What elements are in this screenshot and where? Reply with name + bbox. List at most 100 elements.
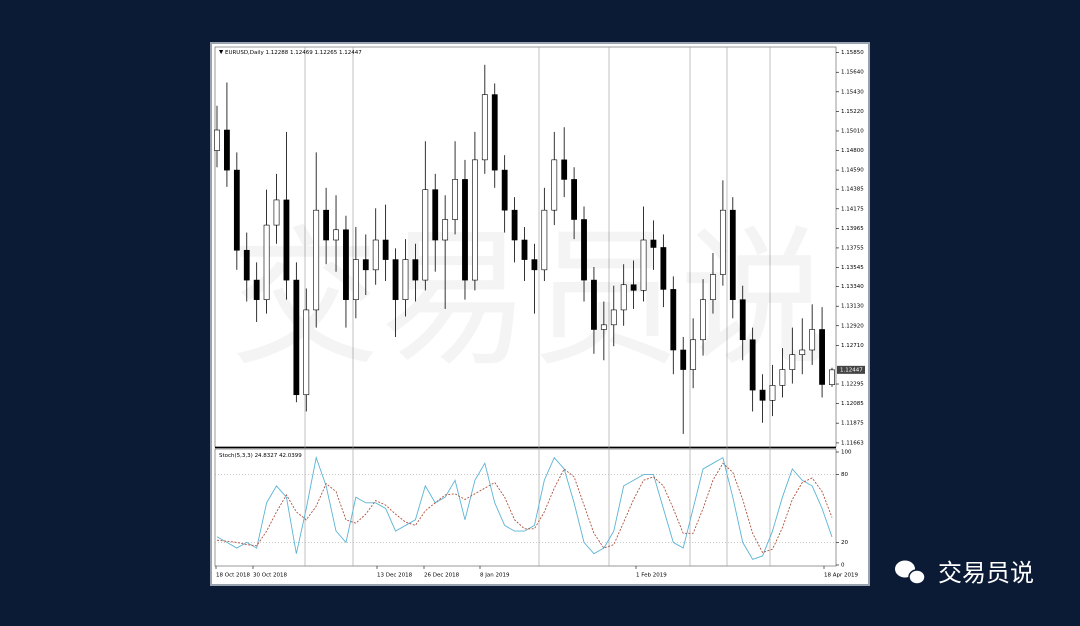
close: 1.12447 [339,50,362,56]
date-label: 30 Oct 2018 [253,573,288,579]
candle-body [789,354,796,370]
y-tick-label: 1.14800 [841,148,864,154]
candle-body [253,279,260,300]
y-tick-label: 1.13340 [841,284,864,290]
chart-window [210,42,870,586]
candle-body [214,129,220,151]
low: 1.12265 [314,50,337,56]
candle-body [700,299,706,341]
indicator-tick-label: 100 [841,450,852,456]
chart-header: ▼ EURUSD,Daily 1.12288 1.12469 1.12265 1… [219,50,362,56]
indicator-tick-label: 80 [841,472,848,478]
indicator-tick-label: 0 [841,563,845,569]
y-tick-label: 1.15220 [841,109,864,115]
candle-body [224,129,230,171]
candle-body [690,339,697,370]
y-tick-label: 1.11663 [841,440,864,446]
candle-body [491,94,498,171]
candle-body [620,284,627,311]
symbol: EURUSD,Daily [225,50,264,56]
date-label: 1 Feb 2019 [636,573,667,579]
candle-body [829,369,835,385]
candle-body [779,369,786,386]
wechat-icon [908,569,926,585]
candle-body [759,389,766,401]
signal-value: 42.0399 [279,453,302,459]
candle-body [462,179,468,281]
y-tick-label: 1.14385 [841,187,864,193]
current-price-label: 1.12447 [840,367,863,373]
candle-body [392,259,399,300]
candle-body [432,189,439,241]
candle-body [313,209,320,311]
high: 1.12469 [290,50,313,56]
candle-body [372,239,379,271]
indicator-title: Stoch(5,3,3) [219,453,253,459]
candle-body [571,179,577,220]
main-value: 24.8327 [255,453,278,459]
y-tick-label: 1.12085 [841,401,864,407]
candle-body [799,349,806,355]
candle-body [640,239,647,291]
candle-body [660,247,667,290]
candle-body [243,249,250,281]
candle-body [670,289,677,351]
candle-body [402,259,409,300]
y-tick-label: 1.13965 [841,226,864,232]
candle-body [293,279,300,396]
date-label: 13 Dec 2018 [377,573,413,579]
candle-body [531,259,538,271]
candle-body [352,259,359,300]
candle-body [630,284,637,291]
candle-body [233,169,240,251]
y-tick-label: 1.15850 [841,50,864,56]
candle-body [263,224,270,300]
date-label: 18 Apr 2019 [824,573,859,579]
y-tick-label: 1.13545 [841,265,864,271]
date-label: 8 Jan 2019 [480,573,510,579]
candle-body [719,209,726,275]
y-tick-label: 1.15430 [841,89,864,95]
price-label-bg [837,365,865,374]
brand: 交易员说 [895,559,1034,587]
indicator-line [216,455,833,560]
candle-body [600,324,607,330]
candle-body [422,189,429,281]
candle-body [581,219,587,281]
y-tick-label: 1.14590 [841,168,864,174]
candle-body [610,309,617,326]
open: 1.12288 [265,50,288,56]
y-tick-label: 1.11875 [841,421,864,427]
candle-body [650,239,657,248]
y-tick-label: 1.14175 [841,206,864,212]
candle-body [511,209,518,241]
candle-body [412,259,419,281]
candle-body [481,94,488,161]
candle-body [501,169,508,211]
candle-body [561,159,568,180]
candle-body [729,209,736,300]
candle-body [283,199,290,281]
candle-body [333,229,339,241]
candle-body [541,209,548,271]
indicator-frame [214,448,837,567]
candle-body [382,239,389,260]
candle-body [472,159,478,281]
y-tick-label: 1.12295 [841,382,864,388]
brand-name: 交易员说 [938,559,1034,587]
candle-body [680,349,687,370]
candle-body [273,199,280,226]
date-label: 26 Dec 2018 [424,573,460,579]
candle-body [521,239,528,260]
period-separators [304,47,771,566]
candle-body [323,209,330,241]
candle-body [303,309,310,396]
candle-body [452,179,458,220]
candle-body [362,259,369,271]
y-tick-label: 1.13130 [841,304,864,310]
indicator-tick-label: 20 [841,540,848,546]
candle-body [591,279,597,330]
indicator-header: Stoch(5,3,3) 24.8327 42.0399 [219,453,302,459]
